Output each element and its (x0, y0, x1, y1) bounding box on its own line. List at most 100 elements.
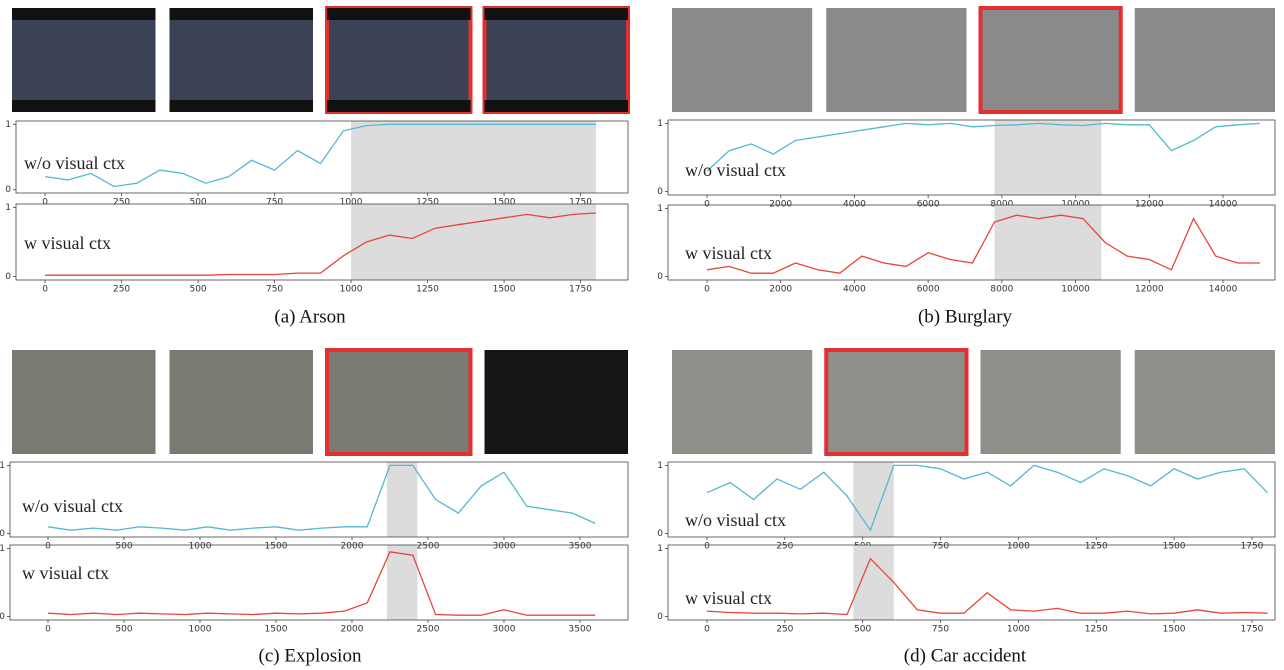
x-tick-label: 0 (42, 198, 48, 208)
x-tick-label: 500 (115, 542, 132, 552)
x-tick-label: 0 (45, 542, 51, 552)
x-tick-label: 1750 (569, 285, 592, 295)
x-tick-label: 8000 (990, 285, 1013, 295)
letterbox (170, 100, 314, 112)
annotation: w/o visual ctx (22, 496, 123, 516)
letterbox (485, 8, 629, 20)
x-tick-label: 14000 (1209, 285, 1238, 295)
y-tick-label: 0 (5, 272, 11, 282)
x-tick-label: 6000 (917, 285, 940, 295)
video-frame (672, 8, 812, 112)
x-tick-label: 0 (704, 285, 710, 295)
score-line (707, 559, 1268, 615)
x-tick-label: 2000 (341, 625, 364, 635)
y-tick-label: 1 (0, 461, 5, 471)
caption: (a) Arson (274, 306, 346, 327)
x-tick-label: 750 (932, 542, 949, 552)
annotation: w/o visual ctx (685, 510, 786, 530)
annotation: w/o visual ctx (24, 153, 125, 173)
anomaly-span (351, 204, 596, 280)
video-frame (826, 350, 966, 454)
x-tick-label: 3000 (493, 625, 516, 635)
x-tick-label: 1250 (1085, 625, 1108, 635)
x-tick-label: 1500 (1163, 625, 1186, 635)
score-line (707, 123, 1260, 171)
x-tick-label: 1000 (1007, 542, 1030, 552)
caption: (d) Car accident (904, 645, 1027, 666)
x-tick-label: 2500 (417, 625, 440, 635)
video-frame (485, 8, 629, 112)
video-frame (327, 8, 471, 112)
annotation: w visual ctx (685, 588, 772, 608)
anomaly-span (351, 121, 596, 193)
x-tick-label: 0 (704, 625, 710, 635)
video-frame (826, 8, 966, 112)
x-tick-label: 1500 (493, 285, 516, 295)
score-line (48, 552, 595, 615)
video-frame (1135, 350, 1275, 454)
x-tick-label: 1000 (189, 625, 212, 635)
x-tick-label: 1000 (189, 542, 212, 552)
plot-frame (668, 120, 1275, 195)
x-tick-label: 2000 (341, 542, 364, 552)
score-line (707, 215, 1260, 273)
anomaly-span (853, 462, 893, 537)
y-tick-label: 1 (657, 204, 663, 214)
x-tick-label: 0 (704, 542, 710, 552)
x-tick-label: 250 (113, 198, 130, 208)
annotation: w/o visual ctx (685, 160, 786, 180)
letterbox (12, 100, 156, 112)
y-tick-label: 1 (0, 544, 5, 554)
video-frame (170, 8, 314, 112)
x-tick-label: 0 (45, 625, 51, 635)
caption: (c) Explosion (259, 645, 362, 666)
x-tick-label: 250 (113, 285, 130, 295)
x-tick-label: 3500 (569, 625, 592, 635)
y-tick-label: 1 (5, 120, 11, 130)
letterbox (170, 8, 314, 20)
y-tick-label: 1 (5, 203, 11, 213)
x-tick-label: 250 (776, 625, 793, 635)
x-tick-label: 500 (189, 285, 206, 295)
video-frame (981, 8, 1121, 112)
x-tick-label: 750 (266, 198, 283, 208)
letterbox (485, 100, 629, 112)
y-tick-label: 0 (657, 529, 663, 539)
x-tick-label: 4000 (843, 285, 866, 295)
video-frame (170, 350, 314, 454)
x-tick-label: 12000 (1135, 285, 1164, 295)
x-tick-label: 1000 (1007, 625, 1030, 635)
video-frame (327, 350, 471, 454)
x-tick-label: 1500 (265, 625, 288, 635)
y-tick-label: 0 (0, 612, 5, 622)
x-tick-label: 750 (932, 625, 949, 635)
x-tick-label: 3500 (569, 542, 592, 552)
x-tick-label: 3000 (493, 542, 516, 552)
x-tick-label: 1750 (1241, 625, 1264, 635)
x-tick-label: 10000 (1061, 285, 1090, 295)
x-tick-label: 6000 (917, 200, 940, 210)
y-tick-label: 0 (5, 185, 11, 195)
video-frame (12, 8, 156, 112)
video-frame (485, 350, 629, 454)
score-line (707, 465, 1268, 530)
caption: (b) Burglary (918, 306, 1013, 327)
figure: (a) Arson (b) Burglary (c) Explosion (d) Ca… (0, 0, 1284, 670)
letterbox (12, 8, 156, 20)
annotation: w visual ctx (24, 233, 111, 253)
x-tick-label: 2500 (417, 542, 440, 552)
video-frame (981, 350, 1121, 454)
annotation: w visual ctx (685, 243, 772, 263)
x-tick-label: 1000 (340, 285, 363, 295)
plot-frame (668, 545, 1275, 620)
x-tick-label: 2000 (769, 285, 792, 295)
x-tick-label: 4000 (843, 200, 866, 210)
y-tick-label: 0 (657, 187, 663, 197)
anomaly-span (387, 462, 417, 537)
anomaly-span (995, 205, 1102, 280)
x-tick-label: 1750 (1241, 542, 1264, 552)
x-tick-label: 500 (854, 625, 871, 635)
x-tick-label: 14000 (1209, 200, 1238, 210)
y-tick-label: 0 (0, 529, 5, 539)
y-tick-label: 1 (657, 119, 663, 129)
